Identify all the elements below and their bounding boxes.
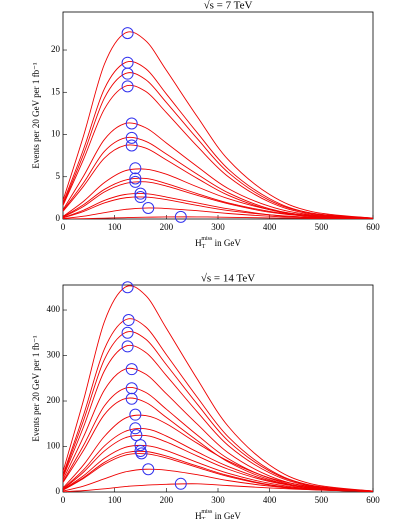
x-tick-label: 0: [61, 495, 66, 505]
y-tick-label: 0: [56, 213, 61, 223]
peak-marker: [125, 131, 138, 144]
x-label-sub: T: [202, 517, 206, 519]
curves: [63, 31, 373, 219]
peak-marker: [121, 67, 134, 80]
curve: [63, 331, 373, 492]
peak-marker: [174, 477, 187, 490]
peak-marker: [142, 463, 155, 476]
x-tick-label: 600: [366, 495, 380, 505]
curve: [63, 285, 373, 492]
curve: [63, 483, 373, 492]
peak-marker: [135, 447, 148, 460]
peak-marker: [134, 439, 147, 452]
curve: [63, 72, 373, 219]
x-tick-label: 200: [160, 495, 174, 505]
peak-marker: [142, 202, 155, 215]
peak-marker: [122, 314, 135, 327]
x-tick-label: 500: [315, 495, 329, 505]
x-label-main: H: [195, 511, 202, 519]
peak-marker: [121, 56, 134, 69]
curve: [63, 450, 373, 492]
curve: [63, 216, 373, 219]
y-tick-label: 200: [47, 395, 61, 405]
plot-frame: [62, 11, 374, 220]
y-axis-label: Events per 20 GeV per 1 fb⁻¹: [31, 62, 41, 169]
curve: [63, 84, 373, 219]
chart-title: √s = 7 TeV: [204, 0, 253, 12]
curve: [63, 453, 373, 492]
curve: [63, 468, 373, 492]
x-tick-label: 100: [108, 222, 122, 232]
curve: [63, 177, 373, 219]
peak-marker: [125, 117, 138, 130]
curve: [63, 207, 373, 219]
curve: [63, 387, 373, 492]
peak-marker: [129, 175, 142, 188]
curve: [63, 31, 373, 219]
x-tick-label: 300: [211, 495, 225, 505]
peak-marker: [121, 340, 134, 353]
curve: [63, 318, 373, 492]
x-tick-label: 500: [315, 222, 329, 232]
y-tick-label: 400: [47, 304, 61, 314]
curve: [63, 168, 373, 219]
peak-marker: [121, 281, 134, 294]
x-tick-label: 600: [366, 222, 380, 232]
x-tick-label: 100: [108, 495, 122, 505]
peak-marker: [174, 210, 187, 223]
curve: [63, 344, 373, 492]
y-tick-label: 100: [47, 441, 61, 451]
x-tick-label: 400: [263, 495, 277, 505]
curves: [63, 285, 373, 492]
peak-marker: [121, 326, 134, 339]
curve: [63, 144, 373, 219]
peak-marker: [129, 172, 142, 185]
peak-marker: [129, 422, 142, 435]
x-label-main: H: [195, 238, 202, 248]
y-tick-label: 5: [56, 171, 61, 181]
curve: [63, 434, 373, 492]
y-tick-label: 15: [51, 86, 61, 96]
curve: [63, 367, 373, 492]
peak-marker: [134, 187, 147, 200]
y-axis-label: Events per 20 GeV per 1 fb⁻¹: [31, 335, 41, 442]
x-tick-label: 200: [160, 222, 174, 232]
peak-marker: [121, 27, 134, 40]
x-tick-label: 400: [263, 222, 277, 232]
curve: [63, 428, 373, 492]
x-label-rest: in GeV: [212, 511, 241, 519]
x-tick-label: 0: [61, 222, 66, 232]
plot-frame: [62, 284, 374, 493]
curve: [63, 196, 373, 219]
x-axis-label: HTmiss in GeV: [195, 236, 241, 250]
curve: [63, 181, 373, 219]
peak-marker: [125, 392, 138, 405]
curve: [63, 61, 373, 219]
peak-marker: [129, 408, 142, 421]
x-tick-label: 300: [211, 222, 225, 232]
y-tick-label: 0: [56, 486, 61, 496]
peak-marker: [121, 80, 134, 93]
curve: [63, 444, 373, 492]
peak-marker: [125, 363, 138, 376]
curve: [63, 414, 373, 492]
x-label-rest: in GeV: [212, 238, 241, 248]
x-axis-label: HTmiss in GeV: [195, 509, 241, 519]
x-label-sub: T: [202, 244, 206, 250]
x-label-sup: miss: [201, 236, 213, 242]
peak-marker: [125, 382, 138, 395]
y-tick-label: 10: [51, 129, 61, 139]
x-label-sup: miss: [201, 509, 213, 515]
peak-marker: [129, 162, 142, 175]
curve: [63, 136, 373, 219]
y-tick-label: 300: [47, 350, 61, 360]
peak-marker: [134, 445, 147, 458]
peak-marker: [130, 429, 143, 442]
y-tick-label: 20: [51, 44, 61, 54]
peak-marker: [125, 139, 138, 152]
chart-title: √s = 14 TeV: [201, 273, 255, 285]
curve: [63, 122, 373, 219]
peak-marker: [134, 191, 147, 204]
